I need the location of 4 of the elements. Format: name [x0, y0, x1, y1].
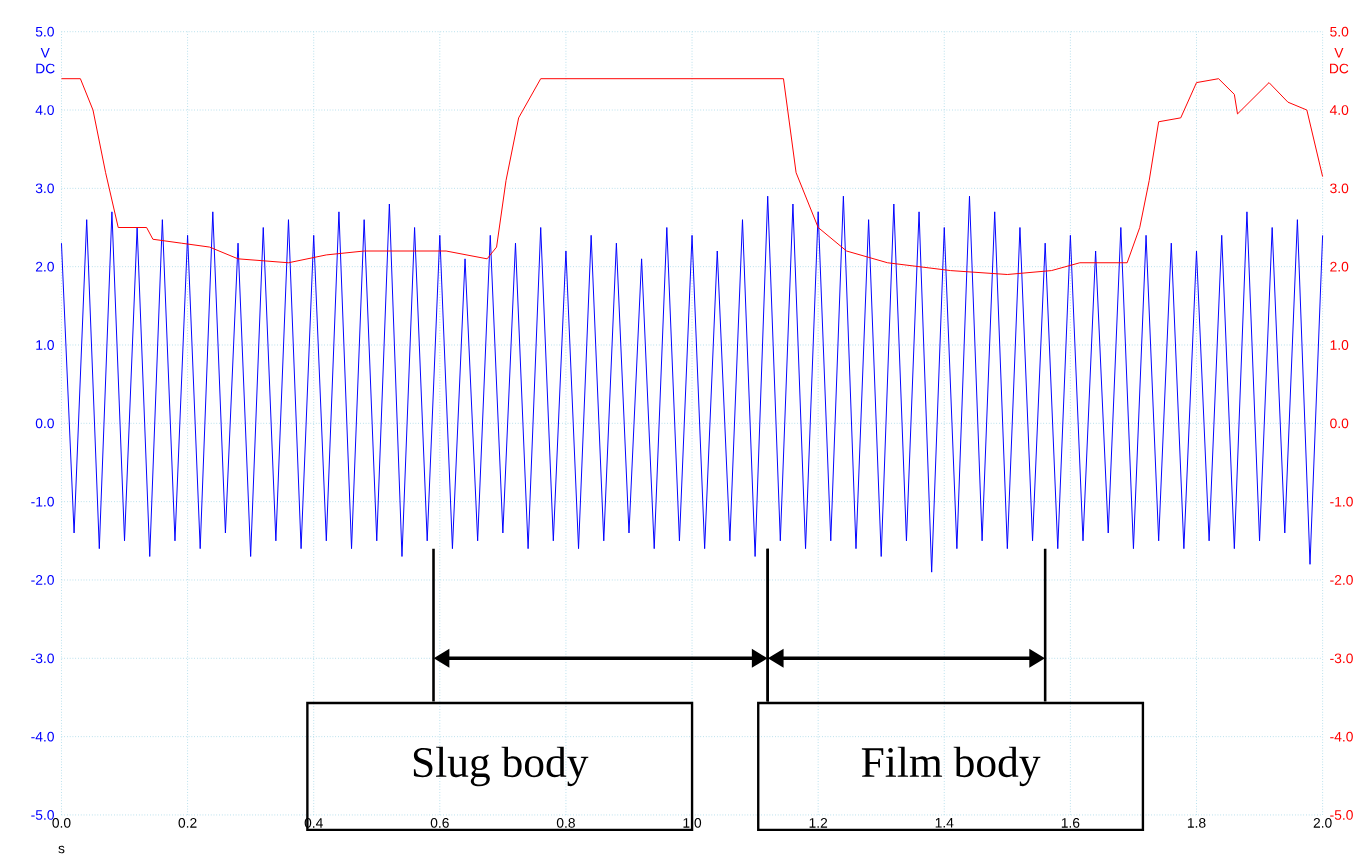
line-series [60, 195, 1324, 573]
annotation: Film body [861, 746, 1041, 786]
annotation: Slug body [413, 746, 589, 786]
line-series [60, 77, 1324, 275]
